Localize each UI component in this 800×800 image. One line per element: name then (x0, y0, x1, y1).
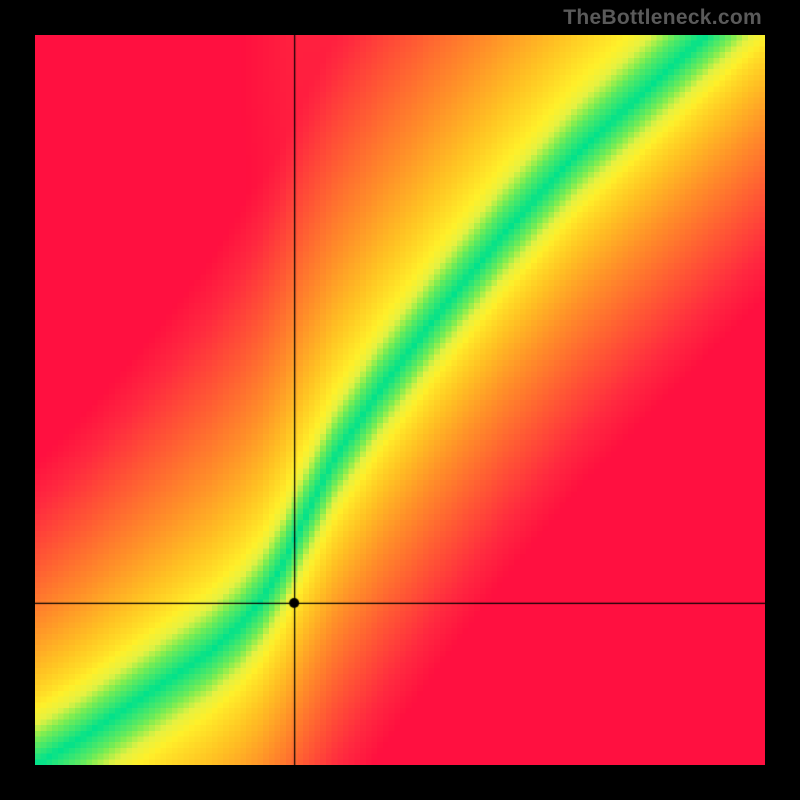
heatmap-plot-frame (35, 35, 765, 765)
page-root: TheBottleneck.com (0, 0, 800, 800)
watermark-attribution: TheBottleneck.com (563, 6, 762, 30)
crosshair-overlay (35, 35, 765, 765)
